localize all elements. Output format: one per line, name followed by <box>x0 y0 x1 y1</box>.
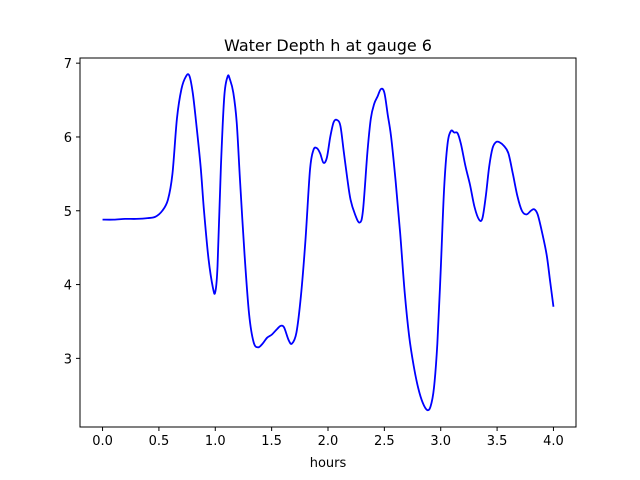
y-tick-label: 7 <box>64 57 72 72</box>
y-tick-label: 4 <box>64 279 72 294</box>
series-line <box>102 73 555 412</box>
x-tick-label: 2.5 <box>374 434 395 449</box>
x-tick-label: 4.0 <box>543 434 564 449</box>
x-tick-label: 3.5 <box>487 434 508 449</box>
series-layer <box>102 73 555 412</box>
x-tick-label: 2.0 <box>318 434 339 449</box>
x-tick-label: 1.0 <box>205 434 226 449</box>
y-tick-label: 3 <box>64 352 72 367</box>
chart-title: Water Depth h at gauge 6 <box>224 36 432 55</box>
x-tick-label: 1.5 <box>261 434 282 449</box>
y-tick-label: 5 <box>64 205 72 220</box>
x-tick-label: 0.0 <box>92 434 113 449</box>
x-tick-label: 3.0 <box>430 434 451 449</box>
y-axis: 3 4 5 6 7 <box>64 57 80 367</box>
y-tick-label: 6 <box>64 131 72 146</box>
x-axis-title: hours <box>310 456 347 471</box>
x-axis: 0.0 0.5 1.0 1.5 2.0 2.5 3.0 3.5 4.0 <box>92 427 564 449</box>
x-tick-label: 0.5 <box>149 434 170 449</box>
